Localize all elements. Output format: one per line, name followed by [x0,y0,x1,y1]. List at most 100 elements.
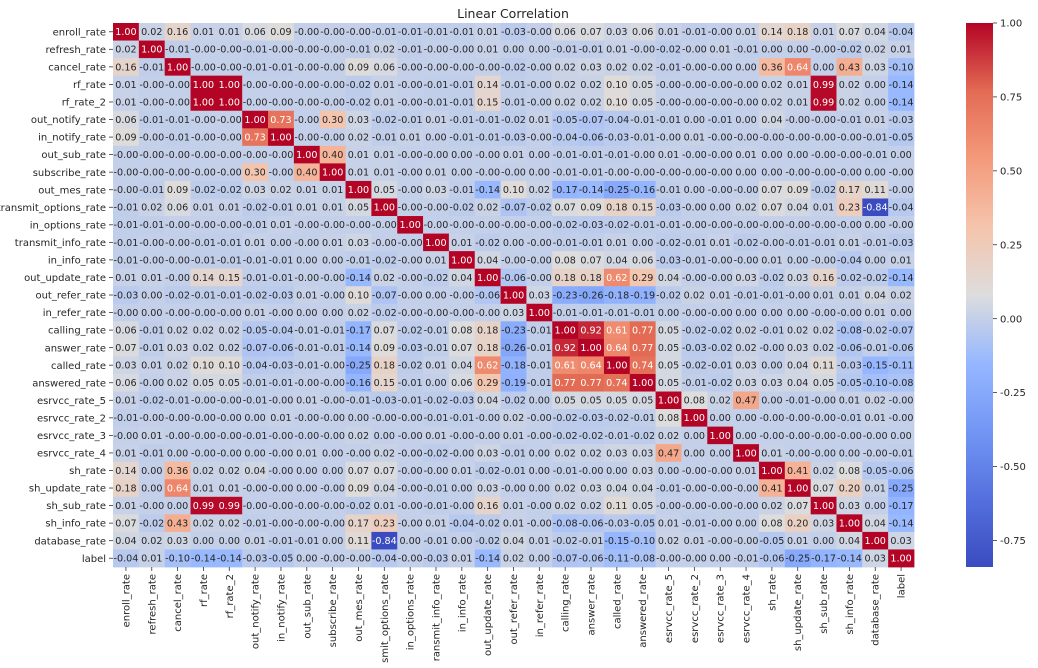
cell-value-label: -0.00 [682,80,707,91]
cell-value-label: -0.00 [863,448,888,459]
cell-value-label: -0.03 [269,361,294,372]
heatmap-cell [268,58,295,77]
cell-value-label: 0.00 [322,536,343,547]
cell-value-label: 0.92 [580,326,601,337]
cell-value-label: 0.01 [348,168,369,179]
cell-value-label: 0.17 [839,185,860,196]
cell-value-label: -0.02 [656,238,681,249]
cell-value-label: 0.00 [219,536,240,547]
heatmap-cell [293,23,321,41]
cell-value-label: -0.00 [217,115,242,126]
cell-value-label: -0.04 [372,554,397,565]
heatmap-cell [836,93,863,112]
cell-value-label: 0.02 [735,203,756,214]
cell-value-label: -0.02 [139,396,164,407]
cell-value-label: -0.02 [501,62,526,73]
cell-value-label: 0.01 [219,203,240,214]
cell-value-label: -0.00 [656,554,681,565]
cell-value-label: -0.00 [139,97,164,108]
heatmap-cell [888,75,915,94]
cell-value-label: -0.00 [682,483,707,494]
cell-value-label: -0.26 [501,343,526,354]
cell-value-label: -0.00 [294,45,319,56]
cell-value-label: 0.01 [865,413,886,424]
cell-value-label: -0.00 [424,45,449,56]
heatmap-cell [190,75,217,94]
cell-value-label: -0.01 [217,290,242,301]
heatmap-cell [164,23,191,41]
cell-value-label: -0.01 [863,150,888,161]
cell-value-label: 0.00 [399,536,420,547]
cell-value-label: -0.01 [294,343,319,354]
cell-value-label: -0.00 [475,308,500,319]
x-tick-label: cancel_rate [173,574,184,632]
cell-value-label: -0.01 [449,115,474,126]
cell-value-label: 0.00 [735,431,756,442]
heatmap-cell [526,110,553,129]
cell-value-label: -0.05 [553,115,578,126]
cell-value-label: 0.07 [554,203,575,214]
cell-value-label: -0.02 [449,203,474,214]
cell-value-label: 0.01 [141,554,162,565]
cell-value-label: 0.02 [761,80,782,91]
cell-value-label: -0.15 [863,361,888,372]
cell-value-label: 0.02 [219,519,240,530]
cell-value-label: 1.00 [890,554,911,565]
heatmap-cell [345,163,372,182]
cell-value-label: 0.00 [141,308,162,319]
heatmap-cell [862,75,889,94]
cell-value-label: 0.02 [865,396,886,407]
cell-value-label: 0.05 [580,396,601,407]
cell-value-label: 0.15 [374,378,395,389]
cell-value-label: -0.01 [114,238,139,249]
cell-value-label: -0.00 [139,501,164,512]
heatmap-cell [113,145,140,164]
heatmap-cell [448,216,476,234]
cell-value-label: -0.00 [320,554,345,565]
cell-value-label: 0.04 [477,255,498,266]
cell-value-label: 0.00 [167,448,188,459]
cell-value-label: -0.00 [889,168,914,179]
heatmap-cell [423,198,450,217]
heatmap-cell [190,145,217,164]
cell-value-label: 0.64 [167,483,188,494]
cell-value-label: 0.01 [244,536,265,547]
cell-value-label: 0.43 [839,62,860,73]
heatmap-cell [190,128,217,147]
cell-value-label: -0.00 [320,378,345,389]
cell-value-label: 0.00 [787,45,808,56]
heatmap-cell [113,198,140,217]
heatmap-cell [836,233,863,252]
cell-value-label: -0.01 [501,97,526,108]
cell-value-label: -0.07 [579,115,604,126]
cell-value-label: -0.01 [424,413,449,424]
cell-value-label: -0.00 [889,185,914,196]
heatmap-cell [345,251,372,270]
cell-value-label: -0.01 [553,45,578,56]
heatmap-cell [707,233,734,252]
heatmap-cell [629,58,657,77]
cell-value-label: 0.07 [115,343,136,354]
heatmap-cell [216,40,243,59]
cell-value-label: 0.02 [839,97,860,108]
heatmap-cell [138,216,166,234]
cell-value-label: -0.06 [579,554,604,565]
heatmap-cell [862,216,889,234]
cell-value-label: 0.01 [115,273,136,284]
cell-value-label: 0.00 [141,466,162,477]
cell-value-label: -0.00 [294,220,319,231]
cell-value-label: -0.14 [346,273,371,284]
heatmap-cell [552,23,579,41]
heatmap-cell [629,233,657,252]
heatmap-cell [578,23,605,41]
heatmap-cell [655,180,682,199]
cell-value-label: 0.00 [761,150,782,161]
cell-value-label: -0.00 [372,413,397,424]
y-tick-label: enroll_rate [53,27,106,38]
heatmap-cell [655,128,682,147]
heatmap-cell [138,40,166,59]
cell-value-label: -0.01 [630,115,655,126]
cell-value-label: -0.00 [630,168,655,179]
heatmap-cell [242,93,269,112]
cell-value-label: 0.02 [374,45,395,56]
